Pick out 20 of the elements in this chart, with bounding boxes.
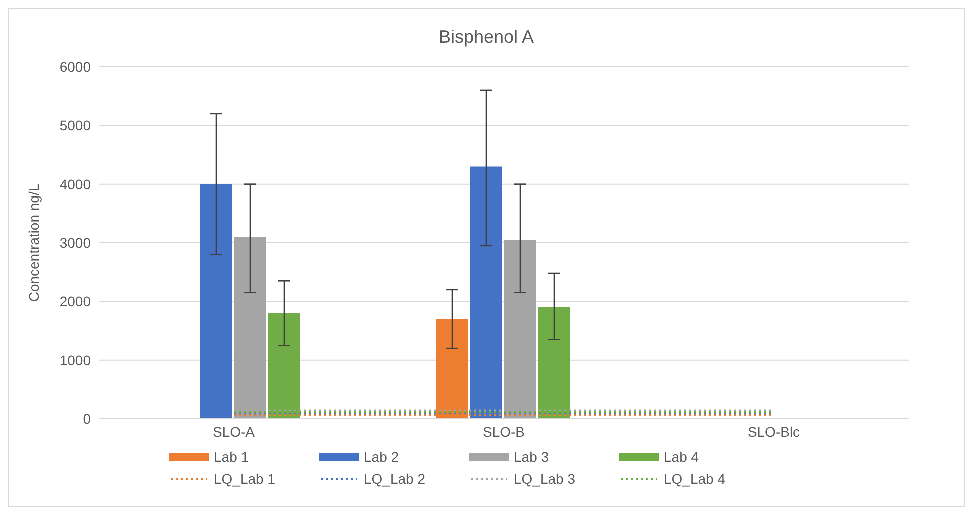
y-tick-label: 6000 (60, 58, 92, 75)
legend-label: Lab 3 (514, 449, 550, 465)
legend-label: Lab 4 (664, 449, 700, 465)
y-tick-label: 2000 (60, 294, 92, 310)
y-tick-label: 5000 (60, 118, 92, 134)
y-tick-label: 1000 (60, 352, 92, 368)
legend-label: LQ_Lab 1 (214, 471, 276, 487)
x-tick-label: SLO-A (212, 424, 256, 440)
y-tick-label: 0 (83, 410, 92, 427)
chart-title: Bisphenol A (438, 26, 536, 49)
legend-label: LQ_Lab 3 (514, 471, 576, 487)
y-tick-label: 3000 (60, 234, 92, 251)
y-tick-label: 4000 (60, 176, 92, 192)
x-tick-label: SLO-B (482, 424, 526, 440)
legend-label: Lab 2 (364, 449, 400, 465)
x-tick-label: SLO-Blc (748, 424, 800, 440)
y-axis-title: Concentration ng/L (26, 184, 42, 302)
legend-label: LQ_Lab 2 (364, 471, 426, 487)
legend-label: Lab 1 (214, 449, 250, 465)
legend-label: LQ_Lab 4 (664, 471, 726, 487)
